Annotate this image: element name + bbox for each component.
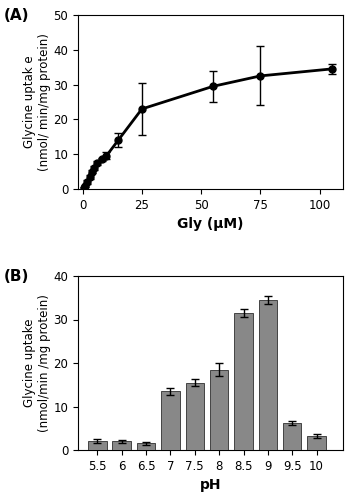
Bar (185, 382, 204, 450)
Bar (234, 313, 253, 450)
X-axis label: pH: pH (200, 478, 221, 492)
Bar (307, 436, 326, 450)
X-axis label: Gly (μM): Gly (μM) (177, 218, 244, 232)
Text: (B): (B) (4, 269, 29, 284)
Y-axis label: Glycine uptake
(nmol/min /mg protein): Glycine uptake (nmol/min /mg protein) (23, 294, 51, 432)
Y-axis label: Glycine uptak e
(nmol/ min/mg protein): Glycine uptak e (nmol/ min/mg protein) (23, 33, 51, 171)
Text: (A): (A) (4, 8, 29, 23)
Bar (161, 392, 180, 450)
Bar (283, 423, 302, 450)
Bar (137, 444, 155, 450)
Bar (113, 442, 131, 450)
Bar (210, 370, 228, 450)
Bar (259, 300, 277, 450)
Bar (88, 442, 107, 450)
